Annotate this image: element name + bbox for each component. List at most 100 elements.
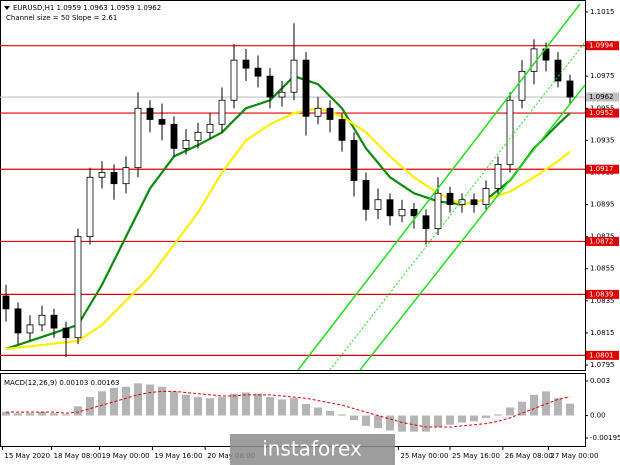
x-tick-label: 25 May 00:00 [400,452,448,460]
macd-bar [398,415,406,432]
macd-bar [566,403,574,416]
macd-bar [134,383,142,416]
macd-bar [470,415,478,422]
level-tag [586,41,619,51]
candle-body [122,167,130,185]
macd-bar [326,410,334,416]
candle-body [374,199,382,210]
macd-bar [98,391,106,416]
x-tick-label: 18 May 08:00 [54,452,102,460]
candle-body [230,59,238,101]
candle-body [266,75,274,98]
watermark-box [230,434,395,465]
macd-bar [62,414,70,416]
macd-tick-label: 0.003 [590,377,610,385]
y-tick-label: 1.0795 [590,361,615,369]
y-tick-label: 1.0855 [590,265,615,273]
macd-bar [422,415,430,432]
candle-body [2,295,10,310]
level-tag [586,350,619,360]
level-label: 1.0801 [589,351,614,359]
macd-bar [230,393,238,416]
candle-body [170,123,178,149]
candle-body [158,119,166,125]
level-tag [586,289,619,299]
y-tick-label: 1.0895 [590,201,615,209]
candle-body [182,139,190,149]
candle-body [434,192,442,230]
macd-bar [386,415,394,431]
macd-bar [146,384,154,416]
y-tick-label: 1.0935 [590,136,615,144]
watermark: instaforex [262,437,362,461]
macd-bar [266,397,274,416]
macd-bar [350,415,358,421]
y-tick-label: 1.0835 [590,297,615,305]
channel-line [359,84,586,371]
macd-bar [242,392,250,416]
candle-body [446,192,454,205]
macd-bar [494,414,502,416]
macd-bar [38,412,46,416]
candle-body [338,119,346,141]
level-tag [586,92,619,102]
candle-body [14,308,22,334]
level-label: 1.0917 [589,165,614,173]
macd-signal [6,390,571,428]
chart-title: EURUSD,H1 1.0959 1.0963 1.0959 1.0962 [13,4,161,12]
level-label: 1.0962 [589,93,614,101]
level-tag [586,108,619,118]
candle-body [290,59,298,93]
macd-bar [194,397,202,416]
macd-bar [314,407,322,416]
x-tick-label: 15 May 2020 [4,452,50,460]
macd-bar [542,391,550,416]
candle-body [38,314,46,326]
candle-body [554,59,562,82]
level-label: 1.0952 [589,109,614,117]
candle-body [386,199,394,217]
y-tick-label: 1.0815 [590,329,615,337]
y-tick-label: 1.0975 [590,72,615,80]
macd-bar [482,415,490,418]
y-tick-label: 1.0875 [590,233,615,241]
x-tick-label: 26 May 08:00 [505,452,553,460]
macd-bar [458,415,466,423]
macd-bar [518,401,526,416]
macd-bar [554,398,562,416]
macd-bar [338,414,346,416]
macd-bar [182,394,190,416]
candle-body [422,215,430,230]
macd-bar [206,398,214,416]
candle-body [458,199,466,205]
macd-bar [74,406,82,416]
level-label: 1.0994 [589,42,614,50]
candle-body [398,208,406,217]
channel-mid [329,41,586,371]
candle-body [146,107,154,120]
macd-tick-label: -0.00195 [590,434,620,442]
level-tag [586,164,619,174]
macd-bar [14,413,22,416]
macd-bar [434,415,442,428]
candle-body [206,123,214,133]
level-tag [586,236,619,246]
candle-body [314,107,322,117]
candle-body [506,99,514,165]
macd-bar [86,397,94,416]
macd-bar [446,415,454,425]
level-label: 1.0872 [589,237,614,245]
main-layer: 1.10151.09951.09751.09551.09351.09151.08… [0,8,620,460]
symbol-arrow [4,6,10,10]
candle-body [86,176,94,238]
macd-bar [50,413,58,416]
level-label: 1.0839 [589,290,614,298]
candle-body [254,67,262,77]
macd-bar [362,415,370,426]
x-tick-label: 19 May 00:00 [102,452,150,460]
macd-bar [506,407,514,416]
macd-bar [110,387,118,416]
candle-body [218,99,226,125]
y-tick-label: 1.0955 [590,104,615,112]
